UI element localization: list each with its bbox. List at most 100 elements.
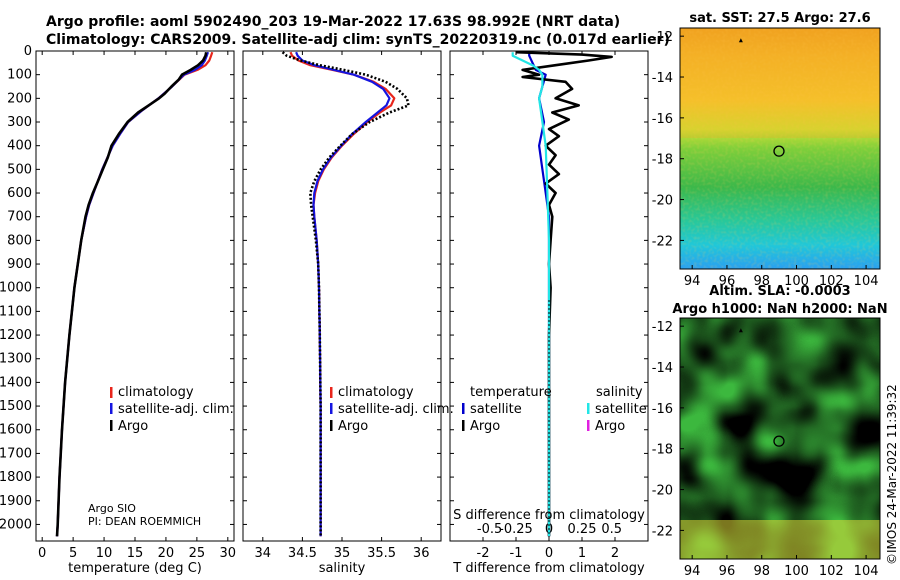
salinity-xtick-label: 34 <box>255 546 272 561</box>
depth-tick-label: 500 <box>7 162 32 177</box>
sst-lat-label: -16 <box>652 112 673 127</box>
legend-climatology: climatology <box>338 385 414 400</box>
depth-tick-label: 700 <box>7 210 32 225</box>
sst-lat-label: -12 <box>652 30 673 45</box>
legend-climatology: climatology <box>118 385 194 400</box>
temperature-xtick-label: 25 <box>189 546 206 561</box>
difference-line-salinity-satellite <box>511 52 551 537</box>
legend-temperature-title: temperature <box>470 385 552 400</box>
sla-lon-label: 104 <box>854 564 879 579</box>
sst-lat-label: -18 <box>652 153 673 168</box>
sla-anomaly-blobs <box>680 318 880 559</box>
sst-marker-triangle <box>738 38 743 43</box>
title-line-1: Argo profile: aoml 5902490_203 19-Mar-20… <box>46 14 621 30</box>
sst-lon-label: 98 <box>753 274 770 289</box>
sst-lon-label: 104 <box>854 274 879 289</box>
sla-lat-label: -14 <box>652 361 673 376</box>
title-line-2: Climatology: CARS2009. Satellite-adj cli… <box>46 32 670 48</box>
sst-lat-label: -14 <box>652 71 673 86</box>
temperature-xtick-label: 30 <box>220 546 237 561</box>
difference-xlabel: T difference from climatology <box>452 561 645 576</box>
s-difference-tick-label: 0.5 <box>601 522 622 537</box>
sla-south-band <box>680 520 880 559</box>
s-difference-tick-label: -0.25 <box>499 522 533 537</box>
sst-lon-label: 100 <box>784 274 809 289</box>
sst-texture <box>680 28 880 269</box>
temperature-axes <box>35 50 235 542</box>
legend-sal-satellite: satellite <box>595 402 647 417</box>
temperature-xtick-label: 15 <box>127 546 144 561</box>
depth-tick-label: 1200 <box>0 328 32 343</box>
temperature-line-argo <box>55 51 208 537</box>
depth-tick-label: 1900 <box>0 494 32 509</box>
legend-temp-satellite: satellite <box>470 402 522 417</box>
depth-tick-label: 800 <box>7 233 32 248</box>
legend-satellite: satellite-adj. clim. <box>338 402 454 417</box>
sst-lon-label: 94 <box>684 274 701 289</box>
temperature-xlabel: temperature (deg C) <box>68 561 202 576</box>
salinity-xtick-label: 35 <box>334 546 351 561</box>
depth-tick-label: 100 <box>7 68 32 83</box>
difference-xtick-label: 0 <box>545 546 553 561</box>
legend-swatch-satellite <box>330 403 333 414</box>
difference-xtick-label: 1 <box>578 546 586 561</box>
depth-tick-label: 400 <box>7 139 32 154</box>
sst-float-position <box>773 145 785 157</box>
depth-tick-label: 1000 <box>0 281 32 296</box>
sst-warm-band <box>680 28 880 138</box>
sst-map: sat. SST: 27.5 Argo: 27.6 <box>679 11 881 270</box>
legend-swatch-satellite <box>110 403 113 414</box>
depth-tick-label: 300 <box>7 115 32 130</box>
difference-xtick-label: -2 <box>477 546 490 561</box>
legend-swatch-sal-argo <box>587 420 590 431</box>
salinity-legend: climatology satellite-adj. clim. Argo <box>330 385 454 434</box>
sla-marker-triangle <box>738 328 743 333</box>
sla-lon-label: 98 <box>753 564 770 579</box>
legend-swatch-climatology <box>110 387 113 398</box>
legend-sal-argo: Argo <box>595 419 625 434</box>
depth-tick-label: 1100 <box>0 304 32 319</box>
salinity-series <box>281 51 410 537</box>
temperature-series <box>55 51 214 537</box>
legend-salinity-title: salinity <box>596 385 643 400</box>
sla-map: Altim. SLA: -0.0003 Argo h1000: NaN h200… <box>672 284 888 560</box>
difference-top-xlabel: S difference from climatology <box>453 508 645 523</box>
sla-map-title-2: Argo h1000: NaN h2000: NaN <box>672 302 887 317</box>
sst-map-title: sat. SST: 27.5 Argo: 27.6 <box>689 11 870 26</box>
temperature-legend: climatology satellite-adj. clim. Argo <box>110 385 234 434</box>
legend-temp-argo: Argo <box>470 419 500 434</box>
difference-legend: temperature satellite Argo salinity sate… <box>462 385 647 434</box>
sla-lon-label: 96 <box>719 564 736 579</box>
difference-xtick-label: 2 <box>611 546 619 561</box>
imos-timestamp: ©IMOS 24-Mar-2022 11:39:32 <box>885 384 899 565</box>
difference-xtick-label: -1 <box>510 546 523 561</box>
sla-map-title-1: Altim. SLA: -0.0003 <box>709 284 850 299</box>
depth-tick-label: 1800 <box>0 470 32 485</box>
sla-lat-label: -22 <box>652 524 673 539</box>
depth-tick-label: 1500 <box>0 399 32 414</box>
depth-tick-label: 1300 <box>0 352 32 367</box>
annotation-institution: Argo SIO <box>88 502 136 515</box>
legend-swatch-climatology <box>330 387 333 398</box>
annotation-pi: PI: DEAN ROEMMICH <box>88 515 201 528</box>
salinity-xtick-label: 36 <box>413 546 430 561</box>
legend-satellite: satellite-adj. clim. <box>118 402 234 417</box>
legend-swatch-temp-satellite <box>462 403 465 414</box>
salinity-xtick-label: 35.5 <box>367 546 396 561</box>
sst-lat-label: -22 <box>652 234 673 249</box>
depth-tick-label: 0 <box>24 44 32 59</box>
legend-swatch-argo <box>330 420 333 431</box>
s-difference-tick-label: -0.5 <box>477 522 502 537</box>
salinity-xtick-label: 34.5 <box>288 546 317 561</box>
sst-lon-label: 102 <box>819 274 844 289</box>
salinity-axes <box>242 50 442 542</box>
s-difference-tick-label: 0.25 <box>568 522 597 537</box>
sla-float-position <box>773 435 785 447</box>
temperature-xtick-label: 0 <box>38 546 46 561</box>
sla-lat-label: -16 <box>652 402 673 417</box>
legend-argo: Argo <box>338 419 368 434</box>
legend-swatch-argo <box>110 420 113 431</box>
legend-argo: Argo <box>118 419 148 434</box>
sla-lon-label: 100 <box>784 564 809 579</box>
